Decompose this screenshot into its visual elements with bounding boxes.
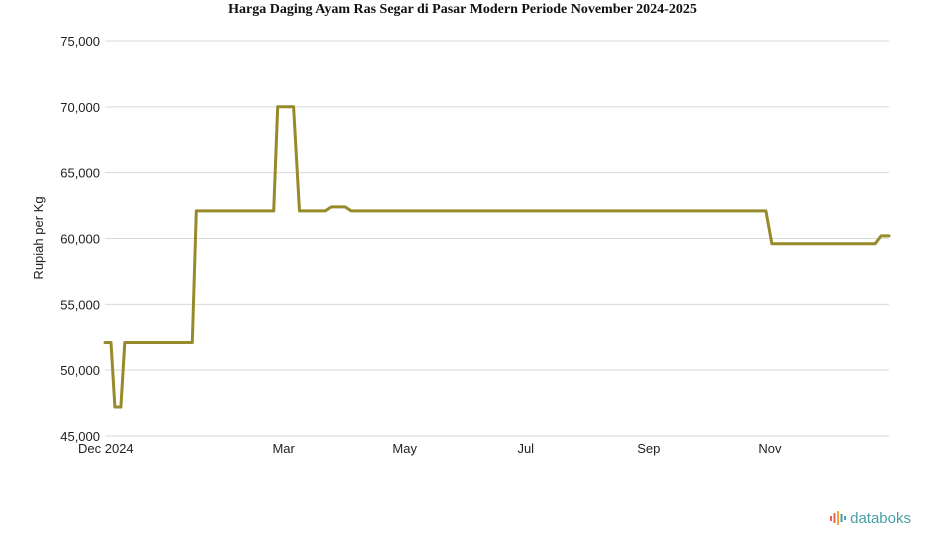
x-axis-ticks: Dec 2024 Mar May Jul Sep Nov (78, 441, 782, 456)
x-tick-label: Mar (272, 441, 295, 456)
grid-lines (105, 40, 889, 437)
y-tick-label: 70,000 (60, 100, 100, 115)
databoks-logo: databoks (829, 509, 911, 527)
y-axis-ticks: 45,000 50,000 55,000 60,000 65,000 70,000 75,0… (60, 34, 100, 444)
y-tick-label: 75,000 (60, 34, 100, 49)
y-tick-label: 45,000 (60, 429, 100, 444)
series-layer (103, 105, 891, 409)
x-tick-label: Nov (758, 441, 782, 456)
databoks-logo-text: databoks (850, 509, 911, 527)
x-tick-label: Sep (637, 441, 660, 456)
x-tick-label: Jul (517, 441, 534, 456)
y-axis-title: Rupiah per Kg (31, 196, 46, 279)
x-tick-label: May (392, 441, 417, 456)
chart-title: Harga Daging Ayam Ras Segar di Pasar Mod… (228, 2, 697, 17)
y-tick-label: 55,000 (60, 297, 100, 312)
y-tick-label: 50,000 (60, 363, 100, 378)
y-tick-label: 65,000 (60, 166, 100, 181)
series-line (103, 105, 891, 409)
y-tick-label: 60,000 (60, 232, 100, 247)
databoks-logo-icon (830, 511, 847, 525)
x-tick-label: Dec 2024 (78, 441, 134, 456)
